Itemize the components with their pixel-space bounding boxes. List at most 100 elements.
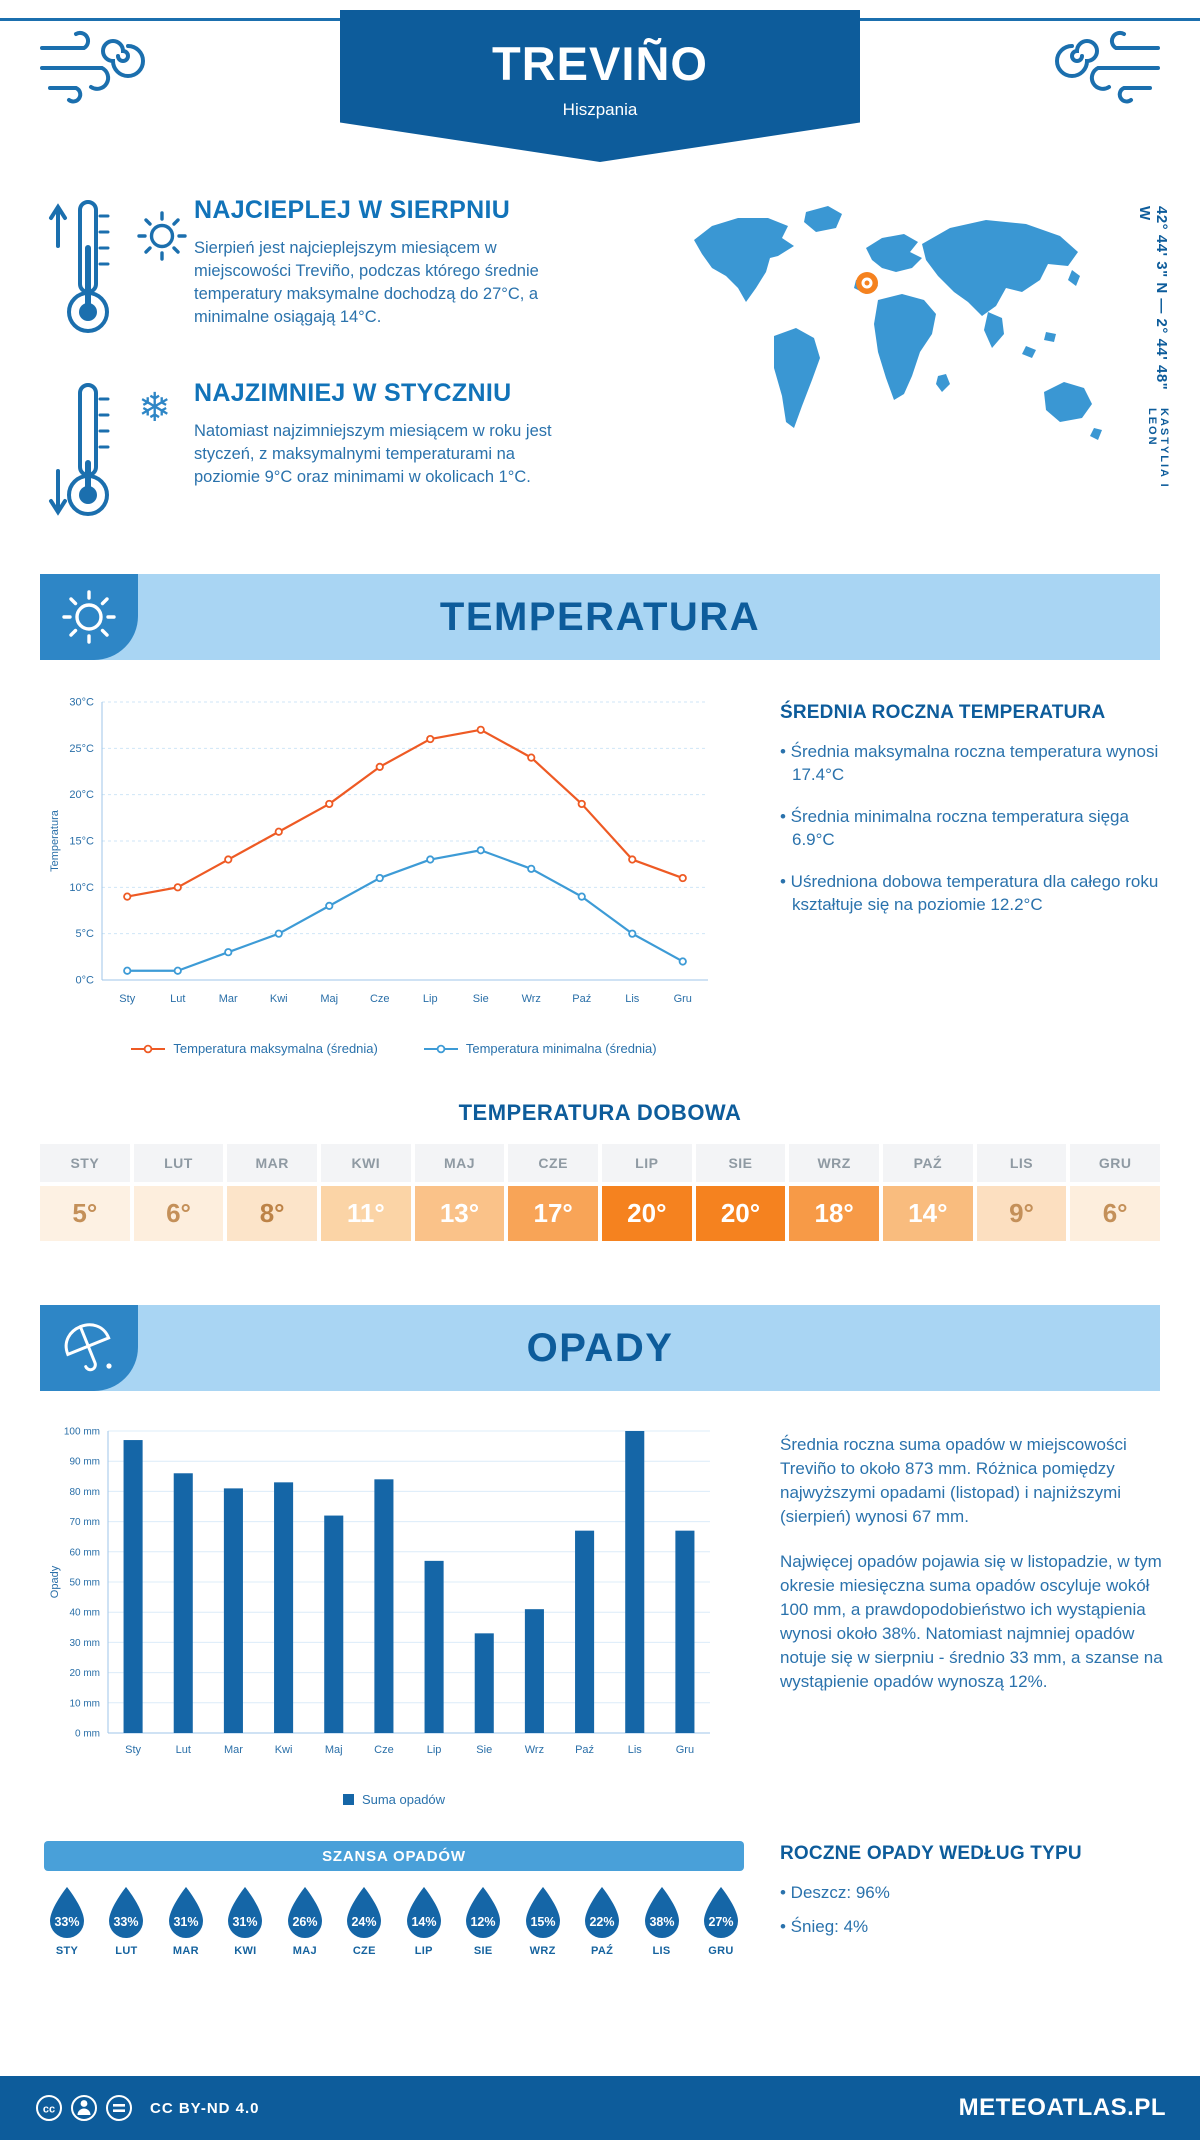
svg-text:15°C: 15°C [69, 836, 94, 848]
temperature-chart: 0°C 5°C 10°C 15°C 20°C 25°C 30°C Sty Lut Mar Kwi Ma… [44, 686, 744, 1056]
svg-text:Kwi: Kwi [275, 1744, 293, 1756]
chance-droplet: 14% LIP [401, 1885, 447, 1957]
svg-text:Lip: Lip [423, 993, 438, 1005]
precipitation-content: 0 mm 10 mm 20 mm 30 mm 40 mm 50 mm 60 mm 70 mm 8… [0, 1417, 1200, 1808]
precipitation-chart: 0 mm 10 mm 20 mm 30 mm 40 mm 50 mm 60 mm 70 mm 8… [44, 1417, 744, 1807]
droplet-month: SIE [473, 1945, 493, 1957]
droplet-month: WRZ [529, 1945, 556, 1957]
droplet-icon: 38% [644, 1887, 679, 1938]
legend-item: Suma opadów [342, 1792, 445, 1807]
bullet-item: • Śnieg: 4% [780, 1916, 869, 1936]
chance-droplet: 26% MAJ [282, 1885, 328, 1957]
svg-text:5°C: 5°C [76, 928, 95, 940]
daily-value-cell: 6° [1070, 1186, 1160, 1241]
warmest-icons [44, 192, 194, 347]
svg-text:80 mm: 80 mm [69, 1487, 100, 1498]
coldest-icons: ❄ [44, 375, 194, 530]
temperature-band: TEMPERATURA [40, 574, 1160, 660]
chance-droplet: 31% MAR [163, 1885, 209, 1957]
svg-text:38%: 38% [649, 1915, 674, 1929]
daily-value-cell: 8° [227, 1186, 317, 1241]
sun-band-icon [62, 590, 116, 644]
chance-droplet: 33% LUT [103, 1885, 149, 1957]
bullet-item: • Średnia minimalna roczna temperatura s… [780, 806, 1129, 850]
precip-chance-block: SZANSA OPADÓW 33% STY 33% LUT 31% MAR 31% KWI 26… [44, 1841, 744, 1957]
precip-type-title: ROCZNE OPADY WEDŁUG TYPU [780, 1843, 1082, 1864]
umbrella-band-icon [64, 1323, 112, 1372]
daily-month-cell: LIS [976, 1144, 1067, 1182]
legend-label: Temperatura minimalna (średnia) [465, 1041, 657, 1056]
precip-type-list: • Deszcz: 96% • Śnieg: 4% [780, 1881, 1166, 1939]
thermometer-up-icon [49, 200, 110, 333]
droplet-month: PAŹ [591, 1945, 614, 1957]
precipitation-bar-chart: 0 mm 10 mm 20 mm 30 mm 40 mm 50 mm 60 mm 70 mm 8… [49, 1427, 710, 1756]
daily-value-cell: 5° [40, 1186, 130, 1241]
svg-text:0 mm: 0 mm [75, 1729, 100, 1740]
brand-logo: METEOATLAS.PL [958, 2094, 1166, 2121]
svg-text:30 mm: 30 mm [69, 1638, 100, 1649]
svg-text:Temperatura: Temperatura [49, 809, 61, 872]
svg-text:Lut: Lut [176, 1744, 191, 1756]
coldest-text: Natomiast najzimniejszym miesiącem w rok… [194, 422, 552, 487]
svg-text:14%: 14% [411, 1915, 436, 1929]
svg-text:33%: 33% [114, 1915, 139, 1929]
chance-droplet: 24% CZE [341, 1885, 387, 1957]
droplet-icon: 33% [109, 1887, 144, 1938]
summary-bullets: • Średnia maksymalna roczna temperatura … [780, 740, 1166, 917]
umbrella-tile [40, 1305, 138, 1391]
daily-month-cell: MAR [227, 1144, 317, 1182]
droplet-icon: 31% [228, 1887, 263, 1938]
droplet-icon: 33% [50, 1887, 84, 1938]
svg-text:33%: 33% [54, 1915, 79, 1929]
chance-droplet: 38% LIS [639, 1885, 685, 1957]
svg-text:27%: 27% [708, 1915, 733, 1929]
svg-text:24%: 24% [352, 1915, 377, 1929]
region-text: KASTYLIA I LEON [1146, 408, 1170, 490]
temperature-section-title: TEMPERATURA [439, 594, 761, 639]
cc-by-nd-icons: cc [36, 2095, 132, 2121]
svg-text:cc: cc [43, 2104, 55, 2116]
svg-text:Paź: Paź [575, 1744, 594, 1756]
sun-tile [40, 574, 138, 660]
svg-text:Maj: Maj [325, 1744, 343, 1756]
license-text: CC BY-ND 4.0 [150, 2099, 260, 2117]
svg-text:100 mm: 100 mm [64, 1427, 100, 1438]
daily-month-cell: SIE [695, 1144, 786, 1182]
precip-type-block: ROCZNE OPADY WEDŁUG TYPU • Deszcz: 96% • … [780, 1841, 1166, 1957]
daily-month-cell: STY [40, 1144, 130, 1182]
droplet-month: LIP [414, 1945, 433, 1957]
temperature-line-chart: 0°C 5°C 10°C 15°C 20°C 25°C 30°C Sty Lut Mar Kwi Ma… [49, 697, 708, 1005]
precipitation-bottom: SZANSA OPADÓW 33% STY 33% LUT 31% MAR 31% KWI 26… [0, 1841, 1200, 1957]
precip-paragraph-2: Najwięcej opadów pojawia się w listopadz… [780, 1551, 1163, 1692]
daily-value-cell: 11° [320, 1186, 411, 1241]
svg-text:Lip: Lip [427, 1744, 442, 1756]
svg-text:70 mm: 70 mm [69, 1517, 100, 1528]
droplet-icon: 31% [168, 1887, 203, 1938]
svg-text:20°C: 20°C [69, 789, 94, 801]
daily-month-cell: PAŹ [882, 1144, 973, 1182]
daily-month-cell: LUT [133, 1144, 224, 1182]
daily-month-cell: CZE [508, 1144, 598, 1182]
daily-value-cell: 18° [789, 1186, 879, 1241]
svg-text:Wrz: Wrz [522, 993, 541, 1005]
facts-column: NAJCIEPLEJ W SIERPNIU Sierpień jest najc… [44, 192, 644, 558]
svg-text:Sty: Sty [125, 1744, 141, 1756]
precipitation-section-title: OPADY [526, 1325, 674, 1370]
droplet-month: CZE [352, 1945, 376, 1957]
daily-month-cell: LIP [601, 1144, 692, 1182]
chance-droplet: 27% GRU [698, 1885, 744, 1957]
warmest-title: NAJCIEPLEJ W SIERPNIU [194, 196, 511, 224]
daily-value-cell: 14° [882, 1186, 973, 1241]
svg-text:Cze: Cze [370, 993, 390, 1005]
droplet-month: MAJ [292, 1945, 317, 1957]
daily-month-cell: WRZ [789, 1144, 879, 1182]
legend-line-glyph [131, 1044, 166, 1053]
svg-text:Mar: Mar [224, 1744, 243, 1756]
cc-license-group: cc CC BY-ND 4.0 [34, 2093, 260, 2123]
header-banner: TREVIÑO Hiszpania [340, 10, 860, 162]
droplet-icon: 26% [287, 1887, 322, 1938]
daily-month-cell: KWI [320, 1144, 411, 1182]
droplet-month: MAR [172, 1945, 199, 1957]
page-subtitle: Hiszpania [562, 100, 638, 119]
svg-text:Gru: Gru [674, 993, 692, 1005]
